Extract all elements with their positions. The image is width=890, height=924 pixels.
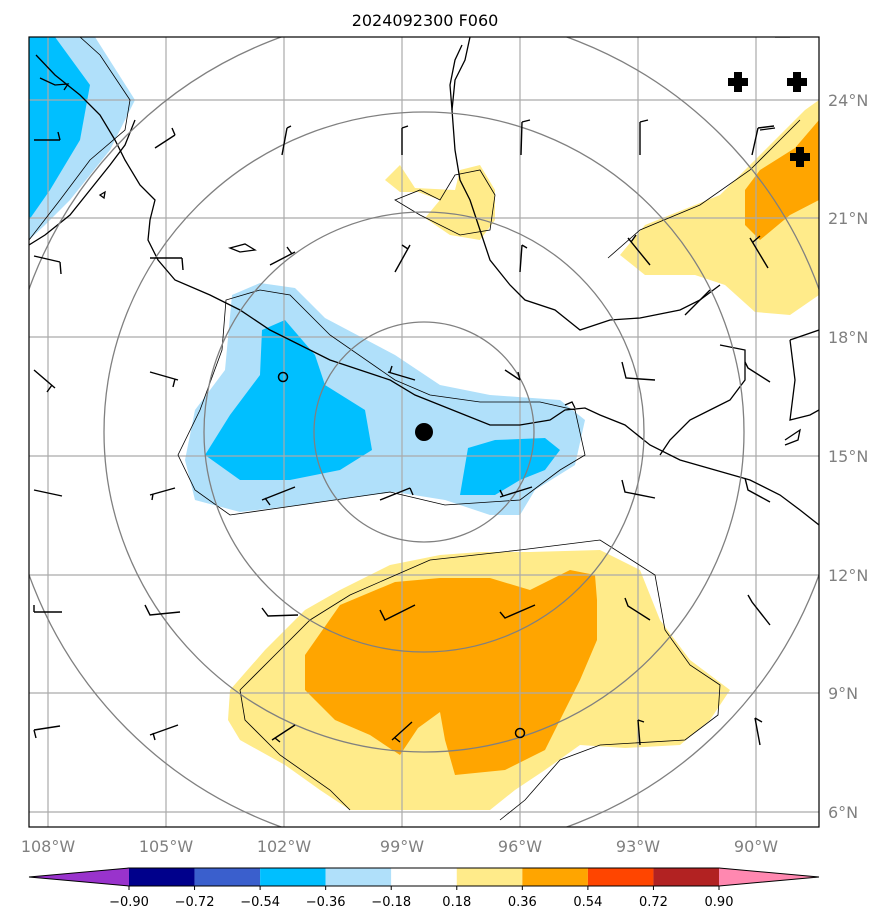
lat-label: 24°N (828, 91, 868, 110)
colorbar-tick-label: −0.54 (240, 895, 280, 910)
lat-labels: 24°N 21°N 18°N 15°N 12°N 9°N 6°N (828, 91, 868, 822)
colorbar-tick-label: −0.90 (109, 895, 149, 910)
colorbar-segment (456, 868, 523, 886)
lat-label: 15°N (828, 447, 868, 466)
colorbar-segment (587, 868, 654, 886)
map-title: 2024092300 F060 (352, 11, 499, 30)
lon-label: 99°W (380, 837, 424, 856)
map-frame (28, 36, 820, 828)
colorbar-extend-high (719, 868, 819, 886)
lon-label: 93°W (616, 837, 660, 856)
cross-marker-2 (787, 72, 807, 92)
lon-label: 105°W (139, 837, 194, 856)
colorbar-tick-label: −0.36 (306, 895, 346, 910)
lon-label: 108°W (21, 837, 76, 856)
lat-label: 18°N (828, 328, 868, 347)
neg-anomaly-mid-nw (29, 37, 90, 220)
colorbar-tick-label: −0.18 (371, 895, 411, 910)
open-circle-marker-1 (277, 371, 289, 383)
neg-anomaly-mid-east (460, 438, 560, 495)
range-rings (29, 37, 819, 827)
pos-anomaly-light-north (385, 165, 495, 240)
lon-label: 96°W (498, 837, 542, 856)
cross-markers (728, 72, 810, 167)
lon-label: 90°W (734, 837, 778, 856)
colorbar-extend-low (29, 868, 129, 886)
colorbar-tick-label: 0.90 (705, 895, 734, 910)
colorbar-segment (522, 868, 588, 886)
colorbar-segment (129, 868, 195, 886)
open-circle-marker-2 (514, 727, 526, 739)
colorbar-tick-label: 0.36 (508, 895, 537, 910)
colorbar-tick-label: −0.72 (175, 895, 215, 910)
pos-anomaly-mid-south (305, 570, 597, 775)
lat-label: 6°N (828, 803, 858, 822)
lat-label: 12°N (828, 566, 868, 585)
colorbar-segment (391, 868, 457, 886)
colorbar-segment (260, 868, 326, 886)
colorbar-tick-label: 0.18 (442, 895, 471, 910)
colorbar-tick-label: 0.72 (639, 895, 668, 910)
wind-barbs (33, 119, 775, 746)
map-area (29, 37, 819, 827)
graticule (29, 37, 819, 827)
storm-center-marker (415, 423, 433, 441)
contour-lines (29, 37, 801, 821)
colorbar: −0.90 −0.72 −0.54 −0.36 −0.18 0.18 0.36 0.54 0.7… (28, 867, 820, 910)
colorbar-segment (325, 868, 392, 886)
neg-anomaly-mid-west (205, 320, 372, 480)
colorbar-tick-label: 0.54 (573, 895, 602, 910)
coastlines (29, 37, 819, 526)
lon-label: 102°W (257, 837, 312, 856)
colorbar-segment (194, 868, 261, 886)
lat-label: 9°N (828, 684, 858, 703)
colorbar-segment (653, 868, 719, 886)
pos-anomaly-light-ne (620, 100, 819, 315)
lon-labels: 108°W 105°W 102°W 99°W 96°W 93°W 90°W (21, 837, 778, 856)
cross-marker-1 (728, 72, 748, 92)
lat-label: 21°N (828, 209, 868, 228)
cross-marker-3 (790, 147, 810, 167)
